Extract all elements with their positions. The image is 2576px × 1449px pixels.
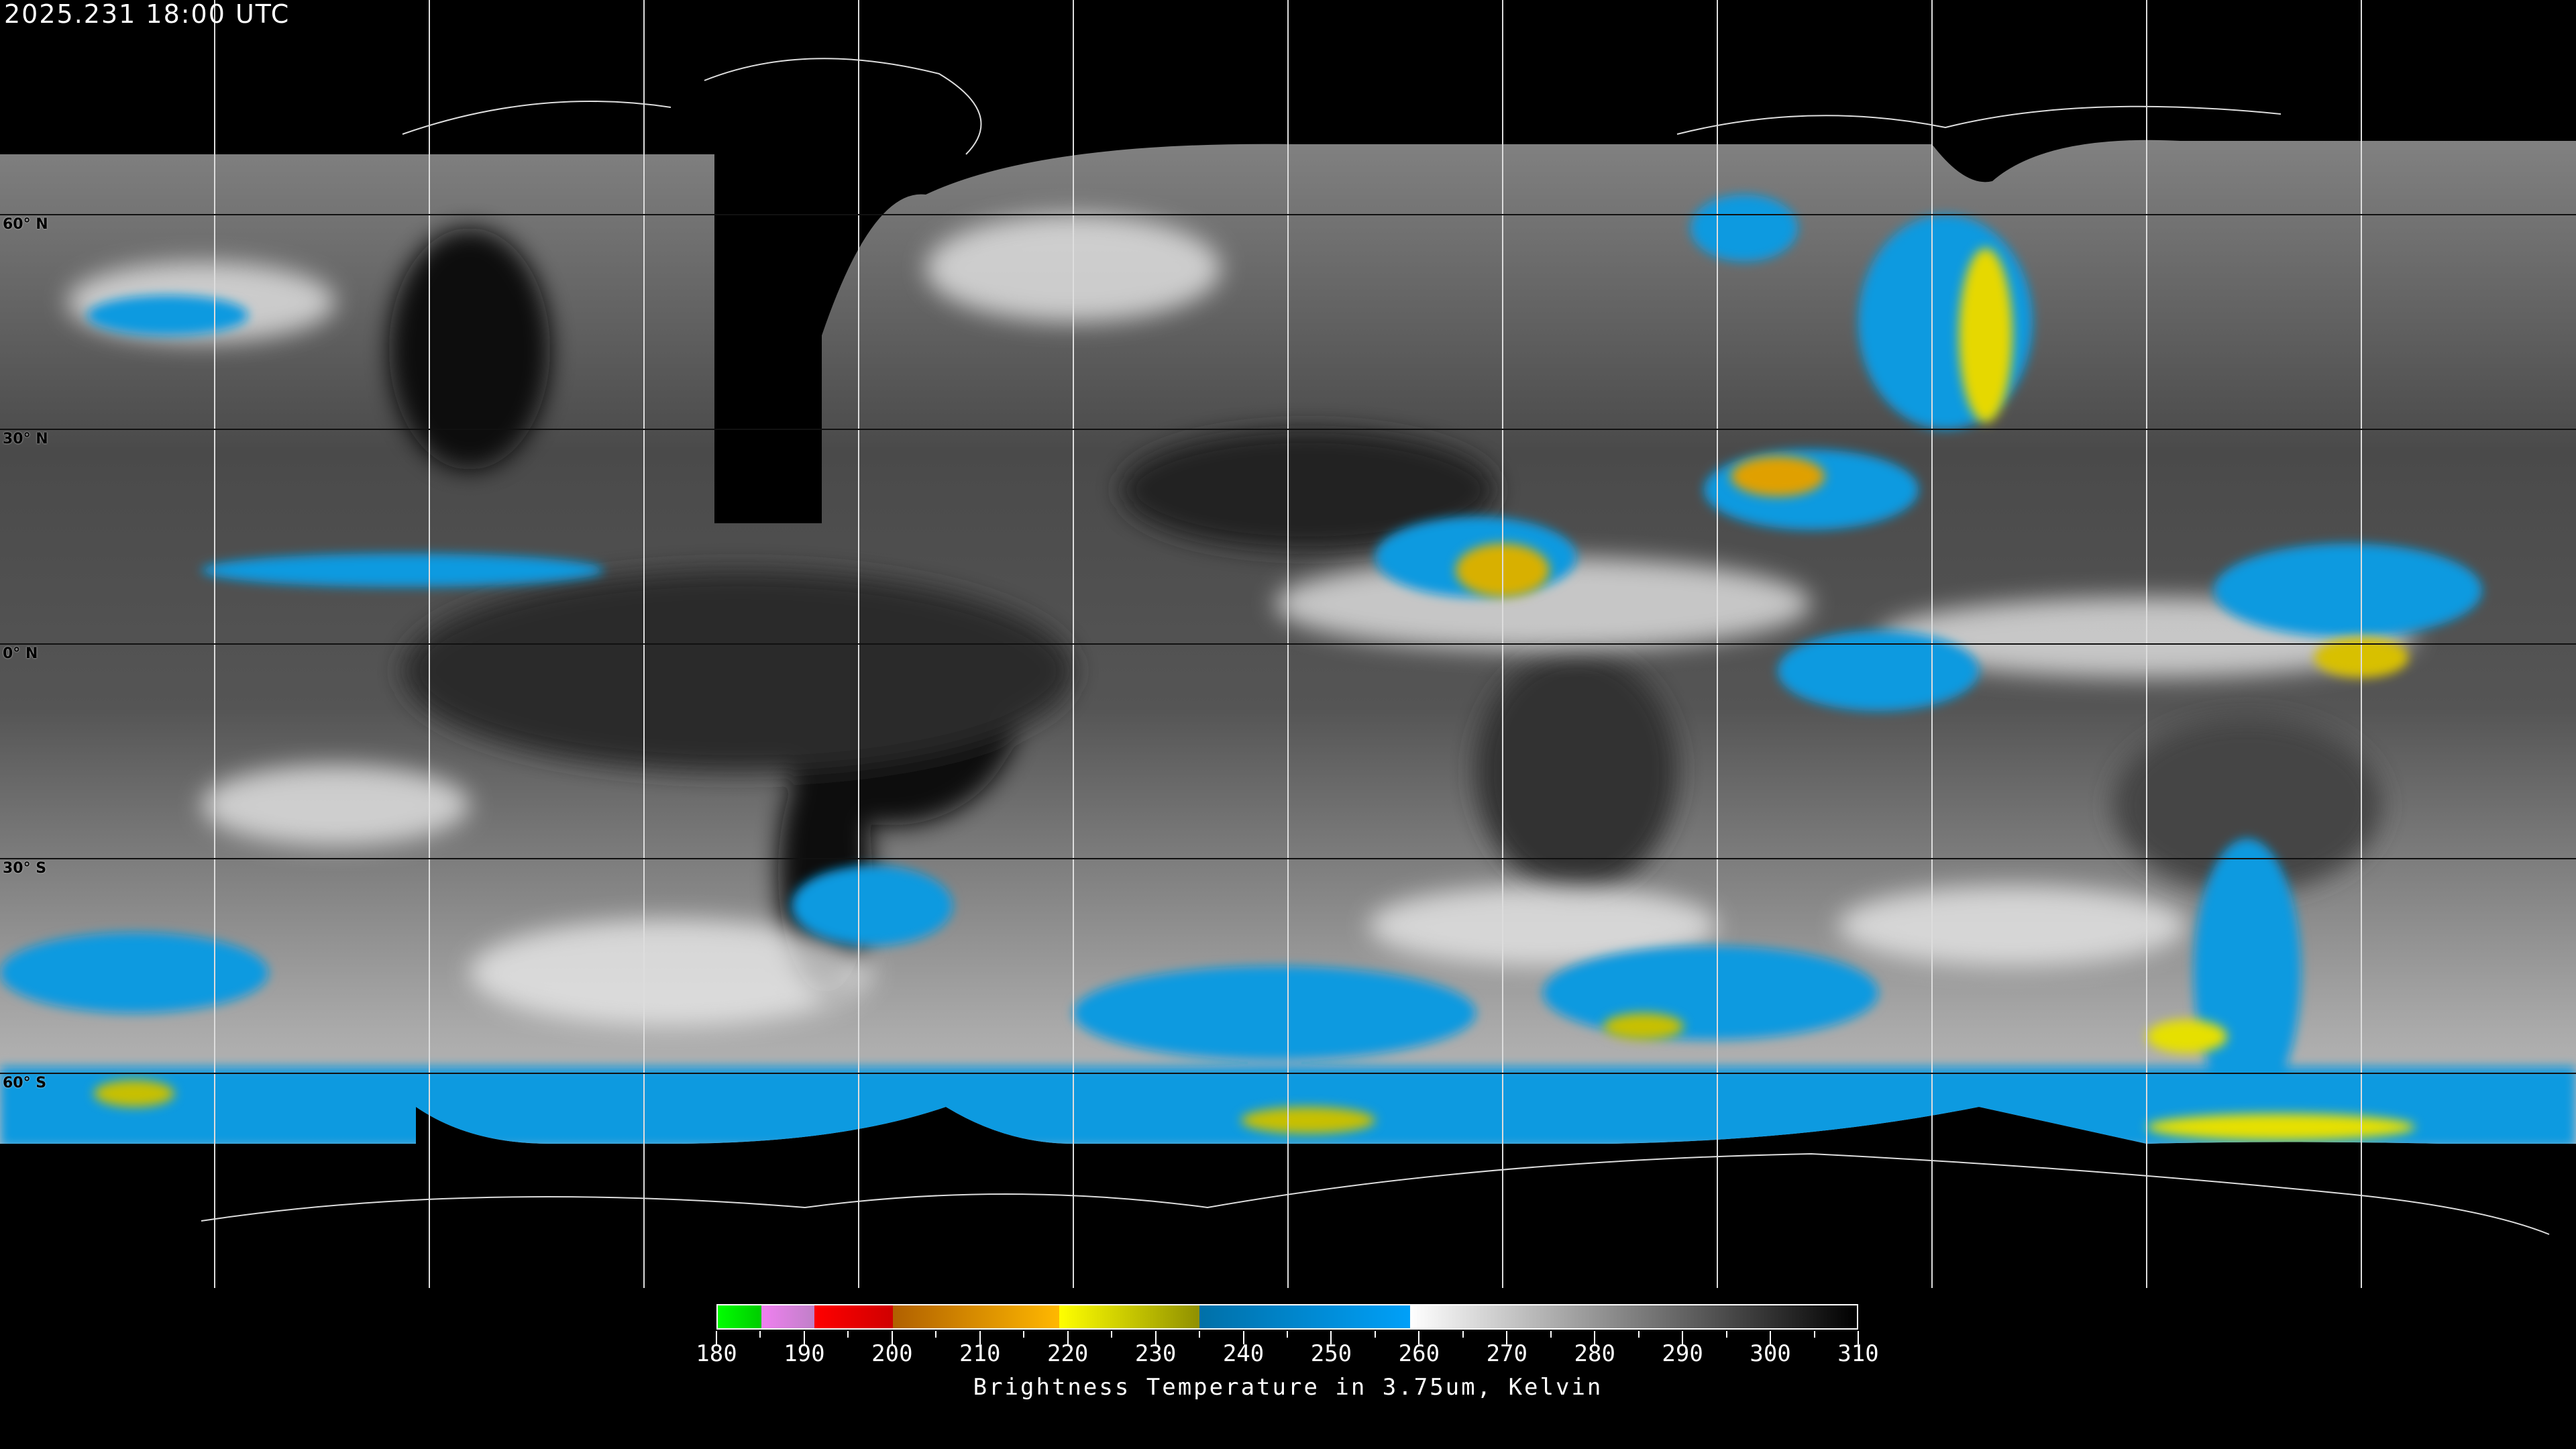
colorbar-tick [1813, 1331, 1815, 1338]
colorbar-tick [1023, 1331, 1025, 1338]
colorbar-segment [1409, 1305, 1857, 1328]
colorbar-tick [1287, 1331, 1288, 1338]
colorbar-tick [1242, 1331, 1244, 1344]
colorbar-tick [1462, 1331, 1464, 1338]
lat-label-60n: 60° N [3, 216, 48, 233]
colorbar-tick [935, 1331, 937, 1338]
colorbar-tick [1550, 1331, 1552, 1338]
colorbar-tick-label: 260 [1398, 1340, 1440, 1367]
colorbar-tick-label: 200 [871, 1340, 913, 1367]
colorbar-tick [1155, 1331, 1157, 1344]
colorbar-tick [1418, 1331, 1420, 1344]
coastlines [201, 58, 2550, 1235]
timestamp-title: 2025.231 18:00 UTC [4, 0, 290, 29]
colorbar-segment [814, 1305, 894, 1328]
colorbar-tick [891, 1331, 893, 1344]
lat-label-0n: 0° N [3, 645, 38, 662]
colorbar-tick [716, 1331, 717, 1344]
colorbar-tick [803, 1331, 805, 1344]
colorbar-tick [1067, 1331, 1069, 1344]
colorbar-tick-labels: 180 190 200 210 220 230 240 250 260 270 280 290 300 3… [696, 1340, 1878, 1370]
colorbar-tick-label: 220 [1046, 1340, 1089, 1367]
colorbar-tick [847, 1331, 849, 1338]
colorbar-tick-label: 230 [1134, 1340, 1177, 1367]
colorbar-segment [1059, 1305, 1200, 1328]
colorbar-tick [1770, 1331, 1772, 1344]
colorbar-segment [893, 1305, 1060, 1328]
colorbar-segment [718, 1305, 762, 1328]
colorbar-tick [1330, 1331, 1332, 1344]
colorbar-tick [1199, 1331, 1201, 1338]
colorbar-ticks [716, 1331, 1859, 1344]
colorbar-tick [759, 1331, 761, 1338]
colorbar-tick [1374, 1331, 1376, 1338]
lat-label-60s: 60° S [3, 1075, 47, 1091]
colorbar-tick-label: 300 [1750, 1340, 1791, 1367]
colorbar-tick-label: 240 [1222, 1340, 1265, 1367]
colorbar-tick [1725, 1331, 1727, 1338]
colorbar-tick-label: 270 [1486, 1340, 1528, 1367]
satellite-brightness-temperature-map [0, 0, 2576, 1288]
lat-label-30s: 30° S [3, 860, 47, 877]
colorbar-tick [1682, 1331, 1684, 1344]
colorbar-tick [1594, 1331, 1596, 1344]
colorbar-tick [1638, 1331, 1640, 1338]
colorbar-tick-label: 310 [1837, 1340, 1879, 1367]
colorbar-caption: Brightness Temperature in 3.75um, Kelvin [973, 1374, 1603, 1401]
colorbar-tick [1111, 1331, 1113, 1338]
colorbar-tick [1858, 1331, 1859, 1344]
colorbar-tick-label: 280 [1574, 1340, 1615, 1367]
colorbar-tick-label: 290 [1662, 1340, 1703, 1367]
colorbar-tick-label: 180 [696, 1340, 737, 1367]
colorbar-tick [1506, 1331, 1508, 1344]
colorbar-tick [979, 1331, 981, 1344]
colorbar-tick-label: 190 [784, 1340, 825, 1367]
lat-label-30n: 30° N [3, 431, 48, 447]
colorbar-segment [761, 1305, 814, 1328]
colorbar-tick-label: 250 [1310, 1340, 1352, 1367]
colorbar-tick-label: 210 [959, 1340, 1001, 1367]
colorbar-segment [1199, 1305, 1410, 1328]
colorbar [716, 1304, 1858, 1330]
